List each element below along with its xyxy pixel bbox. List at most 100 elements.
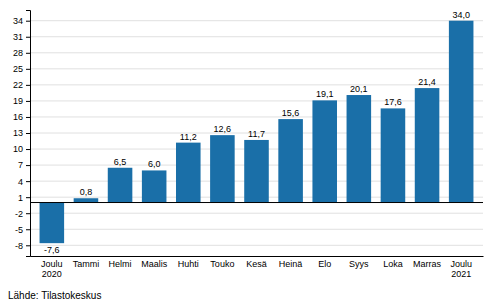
data-label: 21,4	[418, 77, 436, 87]
data-label: 6,0	[148, 159, 161, 169]
tick-mark	[26, 213, 30, 214]
data-label: 15,6	[282, 108, 300, 118]
tick-label-line: Syys	[349, 259, 369, 269]
data-label: 34,0	[452, 10, 470, 20]
bar	[312, 100, 337, 202]
tick-mark	[26, 245, 30, 246]
tick: 28	[13, 48, 30, 58]
grid-line	[30, 52, 483, 53]
tick-mark	[26, 117, 30, 118]
grid	[30, 21, 483, 246]
grid-line	[30, 245, 483, 246]
tick: Joulu2021	[450, 256, 472, 279]
tick-mark	[26, 101, 30, 102]
grid-line	[30, 84, 483, 85]
tick-label: -2	[15, 209, 23, 219]
data-label: 6,5	[114, 157, 127, 167]
tick-label: -5	[15, 225, 23, 235]
bar	[347, 95, 372, 202]
bar	[142, 170, 167, 202]
tick: 10	[13, 144, 30, 154]
tick: Loka	[383, 256, 403, 269]
data-label: 12,6	[214, 124, 232, 134]
tick: -2	[15, 209, 30, 219]
data-label: 11,7	[248, 129, 265, 139]
tick-label: 31	[13, 32, 23, 42]
tick-mark	[26, 197, 30, 198]
data-label: 17,6	[384, 97, 402, 107]
plot: -8-5-2147101316192225283134Joulu2020Tamm…	[13, 10, 484, 280]
tick: 22	[13, 80, 30, 90]
data-label: 11,2	[180, 132, 197, 142]
tick-label: Tammi	[73, 259, 100, 269]
tick: Elo	[318, 256, 331, 269]
tick-label: Loka	[383, 259, 403, 269]
bar	[449, 21, 474, 203]
tick-label: Joulu2020	[41, 259, 63, 279]
tick: Heinä	[279, 256, 303, 269]
tick: 1	[18, 193, 30, 203]
tick-label: Huhti	[178, 259, 199, 269]
tick: Touko	[210, 256, 234, 269]
x-axis: Joulu2020 Tammi Helmi Maalis Huhti Touko Kesä H…	[31, 256, 484, 279]
tick: Joulu2020	[41, 256, 63, 279]
tick-label-line: Helmi	[109, 259, 132, 269]
grid-line	[30, 229, 483, 230]
bar	[74, 198, 99, 202]
tick-label-line: Maalis	[141, 259, 168, 269]
tick-label: Marras	[413, 259, 442, 269]
bars	[40, 21, 474, 243]
grid-line	[30, 20, 483, 21]
tick: Syys	[349, 256, 369, 269]
tick-label: 19	[13, 96, 23, 106]
tick-mark	[26, 37, 30, 38]
y-axis: -8-5-2147101316192225283134	[13, 11, 31, 257]
data-labels: -7,60,86,56,011,212,611,715,619,120,117,…	[44, 10, 470, 255]
tick: Helmi	[109, 256, 132, 269]
tick-label: Syys	[349, 259, 369, 269]
tick: -5	[15, 225, 30, 235]
tick-label: 28	[13, 48, 23, 58]
tick-mark	[26, 69, 30, 70]
tick-label-line: Joulu	[41, 259, 63, 269]
tick-label-line: Huhti	[178, 259, 199, 269]
tick-label: 13	[13, 128, 23, 138]
tick-label: 34	[13, 16, 23, 26]
tick-label-line: Loka	[383, 259, 403, 269]
tick: Tammi	[73, 256, 100, 269]
bar	[40, 203, 65, 244]
bar	[278, 119, 303, 202]
tick-label: Elo	[318, 259, 331, 269]
chart: -8-5-2147101316192225283134Joulu2020Tamm…	[0, 0, 493, 304]
grid-line	[30, 68, 483, 69]
tick-label-line: Joulu	[450, 259, 472, 269]
tick-mark	[26, 53, 30, 54]
data-label: 19,1	[316, 89, 334, 99]
tick-label: Maalis	[141, 259, 168, 269]
tick-label: 10	[13, 144, 23, 154]
tick: 7	[18, 160, 30, 170]
axis-line	[31, 256, 484, 257]
tick: Huhti	[178, 256, 199, 269]
tick: 13	[13, 128, 30, 138]
tick: Kesä	[246, 256, 267, 269]
tick-label: 1	[18, 193, 23, 203]
bar	[381, 108, 406, 202]
tick-label: 22	[13, 80, 23, 90]
tick-label: -8	[15, 241, 23, 251]
bar	[415, 88, 440, 202]
tick-mark	[26, 133, 30, 134]
tick: -8	[15, 241, 30, 251]
tick-label: Heinä	[279, 259, 303, 269]
tick: 34	[13, 16, 30, 26]
tick-label: 4	[18, 177, 23, 187]
tick-label-line: Heinä	[279, 259, 303, 269]
bar	[176, 143, 201, 203]
tick: 19	[13, 96, 30, 106]
tick-label: 25	[13, 64, 23, 74]
tick-label: Touko	[210, 259, 234, 269]
bar	[210, 135, 235, 202]
tick-label: Helmi	[109, 259, 132, 269]
tick-mark	[26, 21, 30, 22]
tick-label: 7	[18, 160, 23, 170]
